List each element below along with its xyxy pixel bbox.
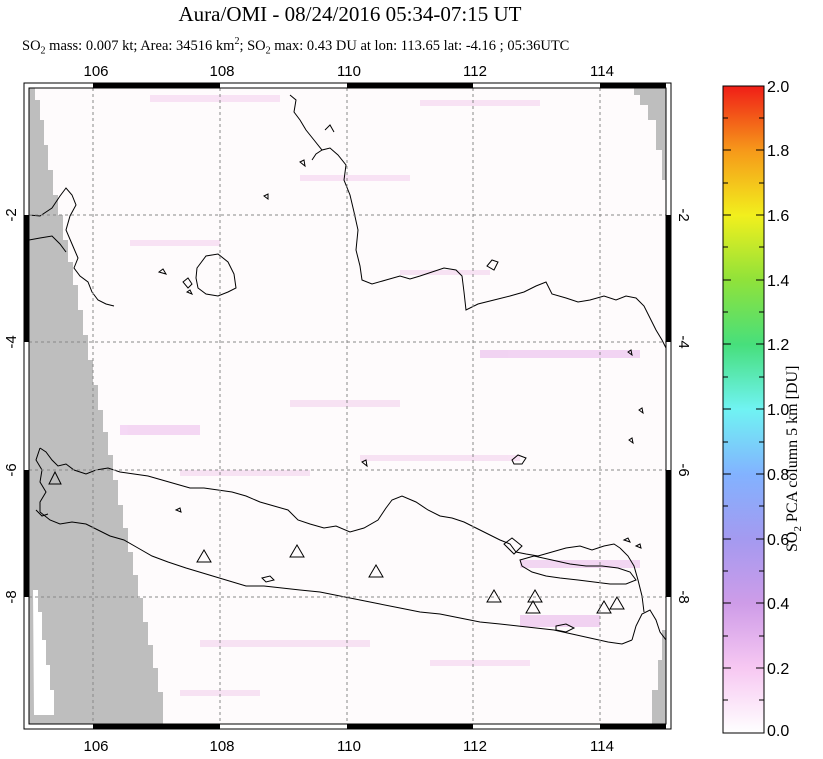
lat-tick-label: -2	[675, 208, 692, 221]
lon-tick-label: 114	[590, 63, 614, 80]
lon-labels-top: 106 108 110 112 114	[83, 63, 613, 80]
lon-tick-label: 112	[463, 63, 487, 80]
lon-tick-label: 108	[209, 63, 234, 80]
volcano-marker	[609, 596, 625, 610]
colorbar-label: 0.6	[767, 532, 789, 549]
coastlines	[29, 94, 666, 645]
lat-tick-label: -6	[675, 463, 692, 476]
map-title: Aura/OMI - 08/24/2016 05:34-07:15 UT	[178, 2, 522, 26]
colorbar-label: 1.8	[767, 143, 789, 160]
volcano-marker	[48, 470, 62, 485]
colorbar-label: 0.8	[767, 467, 789, 484]
colorbar-label: 1.6	[767, 208, 789, 225]
no-data-region-se	[652, 630, 666, 724]
colorbar-label: 0.2	[767, 661, 789, 678]
lon-tick-label: 114	[590, 738, 614, 755]
colorbar: 2.0 1.8 1.6 1.4 1.2 1.0 0.8 0.6 0.4 0.2 …	[722, 79, 789, 740]
gridlines	[29, 88, 666, 724]
colorbar-label: 2.0	[767, 79, 789, 96]
no-data-region-east	[634, 88, 666, 180]
no-data-region-sw-strip	[33, 590, 54, 715]
colorbar-ticks	[723, 117, 764, 701]
volcano-marker	[596, 600, 612, 614]
lat-labels-right: -2 -4 -6 -8	[675, 208, 692, 603]
lon-tick-label: 112	[463, 738, 487, 755]
volcano-marker	[196, 549, 212, 563]
volcano-marker	[527, 589, 543, 603]
lat-tick-label: -2	[3, 208, 20, 221]
volcano-markers	[48, 470, 625, 614]
map-subtitle: SO2 mass: 0.007 kt; Area: 34516 km2; SO2…	[22, 36, 570, 57]
colorbar-label: 1.4	[767, 273, 789, 290]
volcano-marker	[525, 600, 541, 614]
lon-tick-label: 106	[83, 63, 108, 80]
lat-tick-label: -4	[3, 335, 20, 348]
colorbar-title: SO2 PCA column 5 km [DU]	[784, 365, 805, 552]
lon-tick-label: 110	[337, 738, 361, 755]
colorbar-label: 1.2	[767, 337, 789, 354]
lat-tick-label: -6	[3, 463, 20, 476]
lat-labels-left: -2 -4 -6 -8	[3, 208, 20, 603]
volcano-marker	[368, 564, 384, 578]
lon-tick-label: 110	[337, 63, 361, 80]
colorbar-label: 0.4	[767, 596, 789, 613]
volcano-marker	[289, 544, 305, 558]
colorbar-label: 1.0	[767, 402, 789, 419]
lon-tick-label: 108	[209, 738, 234, 755]
so2-streaks	[120, 95, 640, 696]
colorbar-labels: 2.0 1.8 1.6 1.4 1.2 1.0 0.8 0.6 0.4 0.2 …	[767, 79, 789, 740]
lat-tick-label: -4	[675, 335, 692, 348]
lon-labels-bottom: 106 108 110 112 114	[83, 738, 613, 755]
lat-tick-label: -8	[675, 590, 692, 603]
volcano-marker	[486, 589, 502, 603]
colorbar-label: 0.0	[767, 723, 789, 740]
lat-tick-label: -8	[3, 590, 20, 603]
lon-tick-label: 106	[83, 738, 108, 755]
map-frame	[23, 82, 672, 730]
